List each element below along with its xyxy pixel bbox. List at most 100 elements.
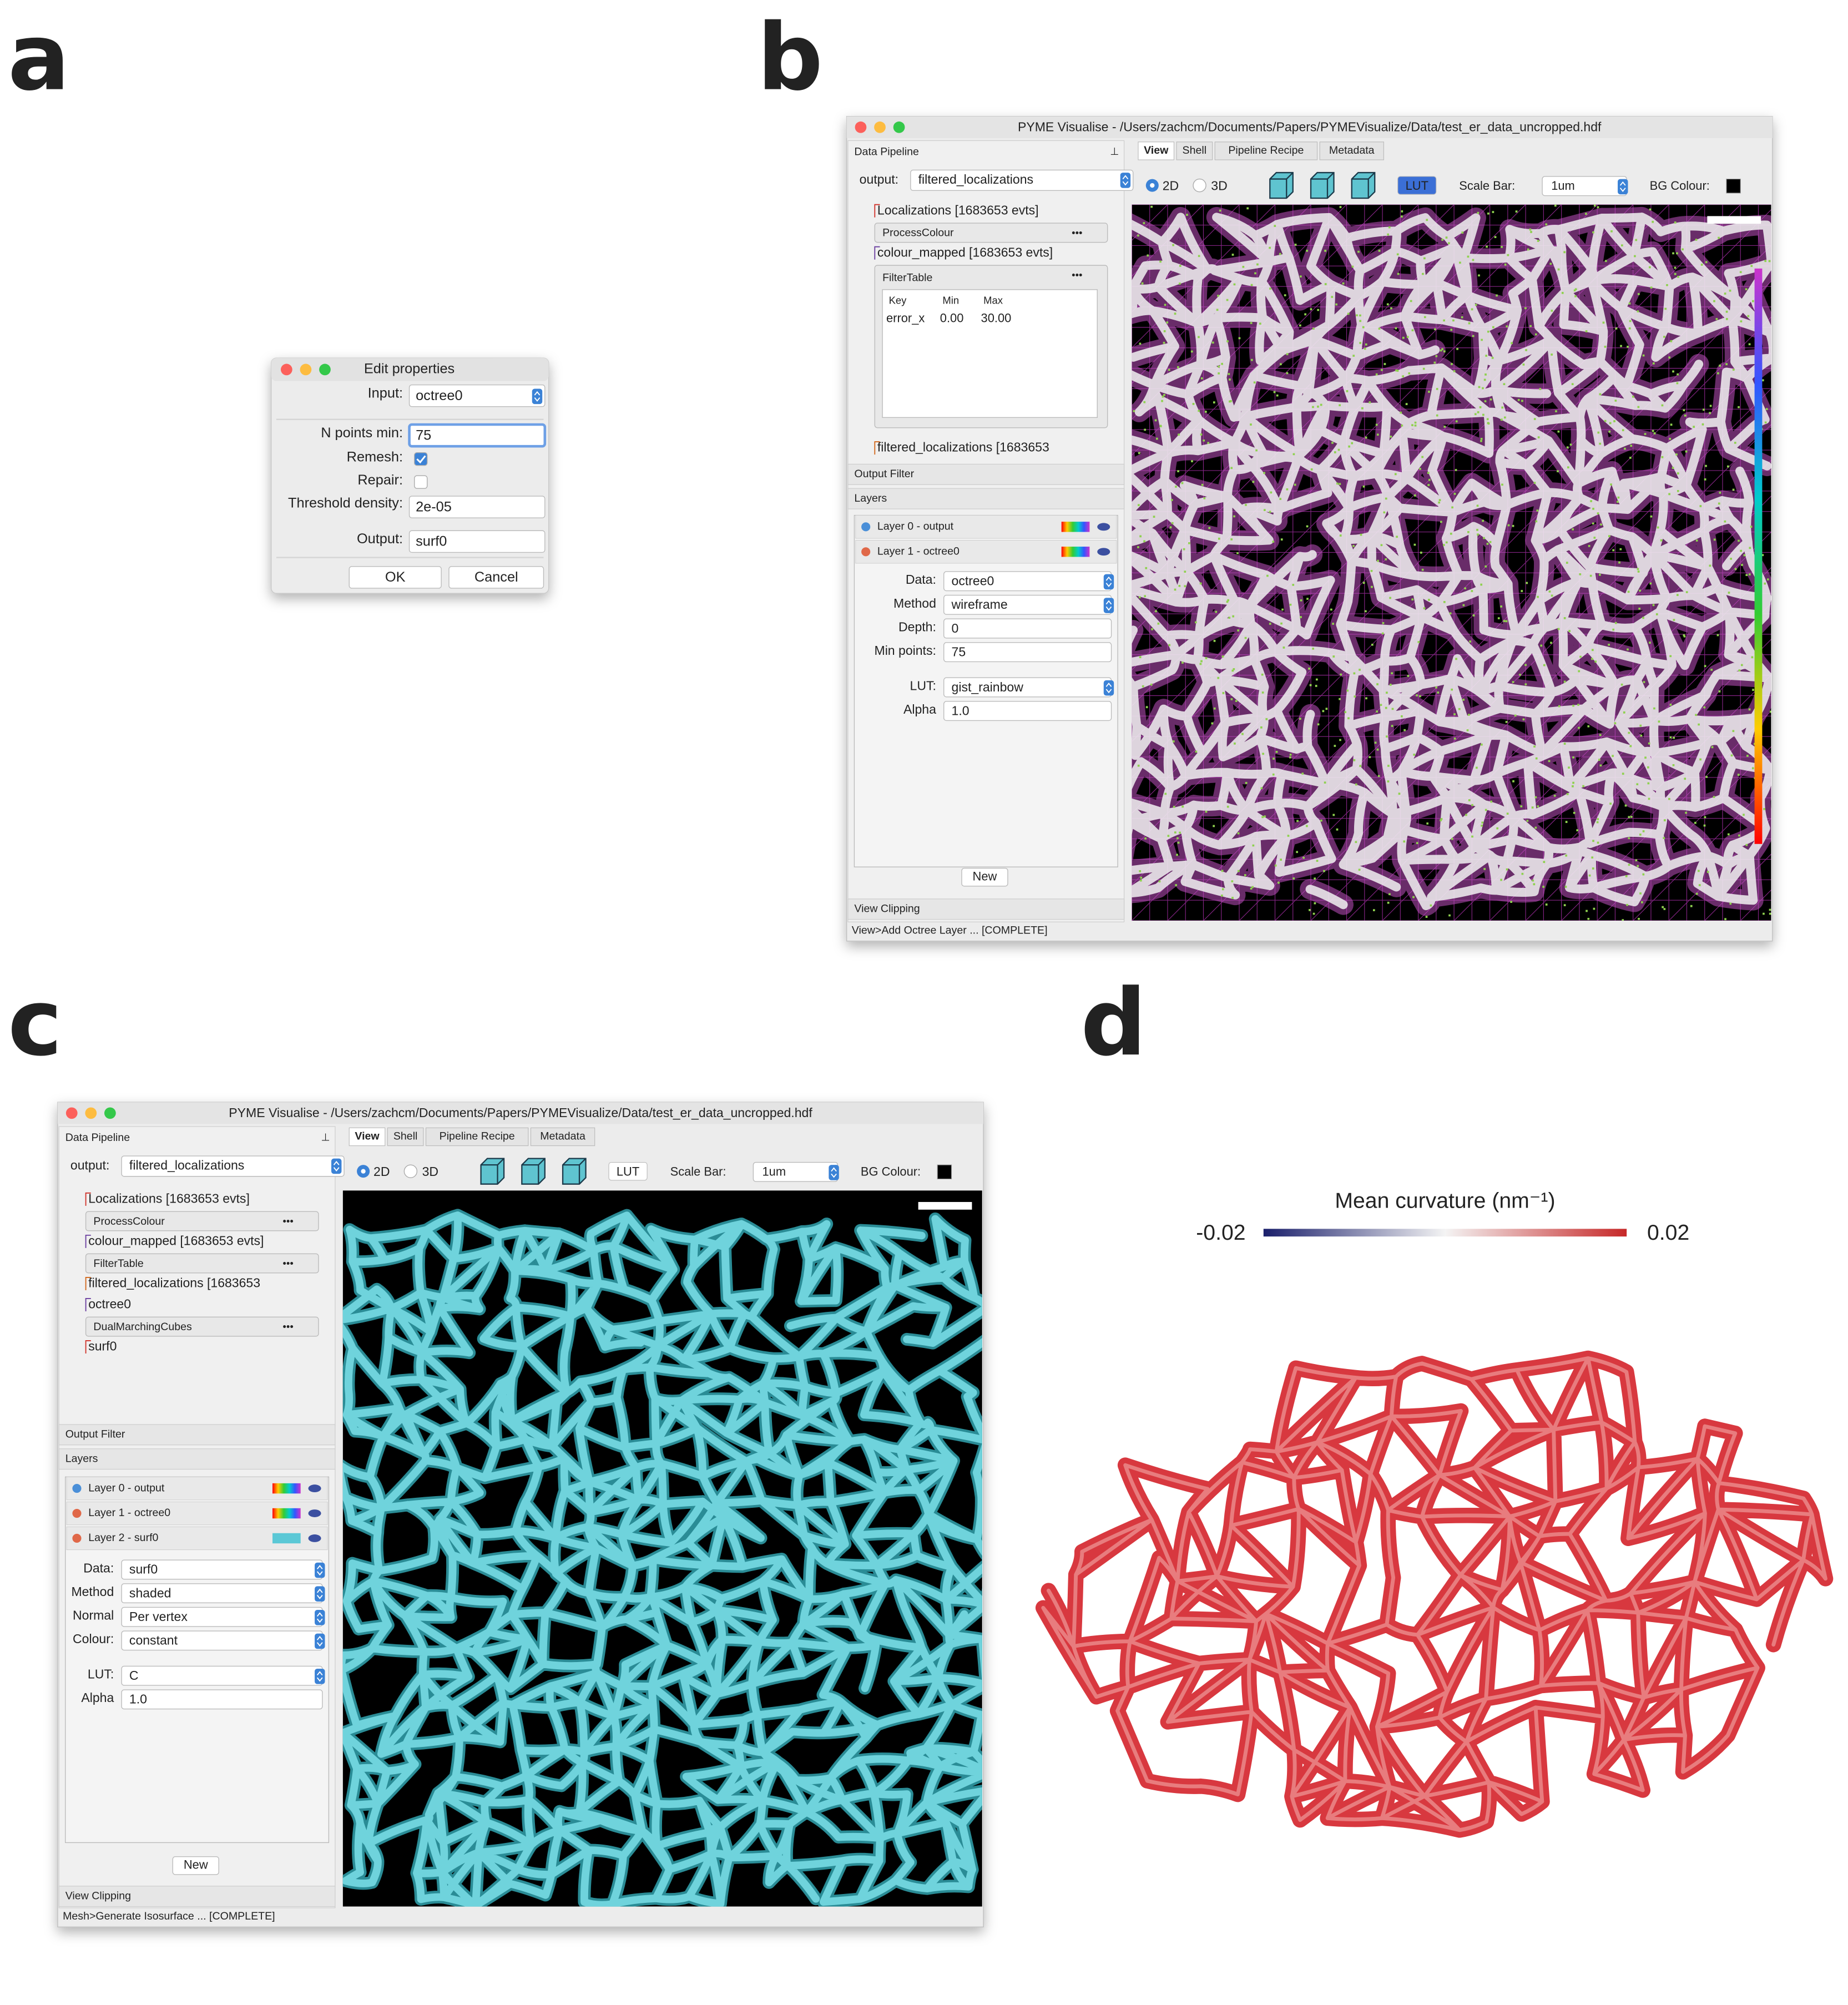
bg-colour-label: BG Colour: bbox=[1650, 179, 1710, 193]
section-header[interactable] bbox=[58, 1424, 336, 1446]
view-cube-button[interactable] bbox=[521, 1158, 546, 1185]
bg-colour-swatch[interactable] bbox=[1726, 179, 1741, 194]
window-button[interactable] bbox=[855, 121, 867, 133]
lut-button[interactable] bbox=[1397, 176, 1437, 195]
text-input[interactable] bbox=[408, 530, 546, 553]
property-label: Normal bbox=[73, 1608, 114, 1623]
select-box[interactable] bbox=[408, 384, 546, 407]
pipeline-bracket bbox=[85, 1276, 91, 1290]
pipeline-bracket bbox=[874, 246, 880, 260]
window-button[interactable] bbox=[85, 1107, 97, 1119]
module-box[interactable] bbox=[85, 1211, 319, 1231]
text-input[interactable] bbox=[943, 618, 1112, 639]
scale-bar bbox=[1707, 216, 1761, 224]
section-header[interactable] bbox=[847, 463, 1125, 485]
section-header[interactable] bbox=[847, 898, 1125, 920]
property-label: Data: bbox=[83, 1560, 114, 1575]
module-box[interactable] bbox=[874, 223, 1108, 243]
select-box[interactable] bbox=[121, 1155, 345, 1177]
window-title: PYME Visualise - /Users/zachcm/Documents… bbox=[1018, 120, 1602, 134]
window-button[interactable] bbox=[300, 363, 312, 376]
text-input[interactable] bbox=[943, 642, 1112, 663]
new-button[interactable] bbox=[172, 1856, 219, 1875]
scale-bar-value: 1um bbox=[1551, 179, 1575, 193]
radio-button[interactable] bbox=[1193, 178, 1206, 193]
section-title: Output Filter bbox=[65, 1428, 125, 1440]
pipeline-bracket bbox=[85, 1234, 91, 1248]
tab[interactable] bbox=[1138, 142, 1175, 160]
window-title: PYME Visualise - /Users/zachcm/Documents… bbox=[229, 1105, 812, 1120]
scale-bar-label: Scale Bar: bbox=[670, 1165, 726, 1179]
section-title: View Clipping bbox=[854, 902, 920, 915]
lut-button[interactable] bbox=[608, 1161, 648, 1181]
visibility-toggle[interactable] bbox=[1097, 548, 1110, 556]
tab[interactable] bbox=[1319, 142, 1384, 160]
section-header[interactable] bbox=[58, 1448, 336, 1470]
localization-dots bbox=[1133, 204, 1771, 921]
lut-label: LUT bbox=[617, 1165, 639, 1179]
visibility-toggle[interactable] bbox=[1097, 523, 1110, 531]
tab[interactable] bbox=[387, 1127, 424, 1147]
panel-header: Data Pipeline bbox=[854, 145, 919, 158]
pipeline-bracket bbox=[874, 204, 880, 218]
dialog-button[interactable] bbox=[349, 566, 442, 589]
window-button[interactable] bbox=[319, 363, 331, 376]
tab-label: Shell bbox=[1183, 144, 1207, 156]
tab[interactable] bbox=[1176, 142, 1213, 160]
table-header: Key bbox=[889, 295, 907, 306]
layer-swatch bbox=[272, 1533, 301, 1544]
visibility-toggle[interactable] bbox=[308, 1534, 321, 1542]
select-box[interactable] bbox=[910, 169, 1134, 191]
module-dots: ••• bbox=[282, 1321, 293, 1332]
property-value: shaded bbox=[129, 1585, 171, 1600]
checkbox[interactable] bbox=[414, 452, 428, 466]
property-label: Method bbox=[893, 596, 936, 610]
tab[interactable] bbox=[425, 1127, 529, 1147]
select-box[interactable] bbox=[121, 1665, 323, 1686]
tab[interactable] bbox=[349, 1127, 386, 1147]
checkbox[interactable] bbox=[414, 475, 428, 489]
section-header[interactable] bbox=[847, 488, 1125, 509]
property-label: Alpha bbox=[903, 702, 936, 716]
window-button[interactable] bbox=[104, 1107, 116, 1119]
scale-bar-label: Scale Bar: bbox=[1459, 179, 1515, 193]
colorbar bbox=[1263, 1229, 1627, 1237]
layer-name: Layer 1 - octree0 bbox=[88, 1507, 170, 1519]
window-button[interactable] bbox=[65, 1107, 78, 1119]
window-button[interactable] bbox=[874, 121, 886, 133]
pipeline-bracket bbox=[874, 441, 880, 455]
module-box[interactable] bbox=[85, 1253, 319, 1274]
text-input[interactable] bbox=[121, 1689, 323, 1710]
radio-button[interactable] bbox=[403, 1164, 418, 1178]
property-label: Method bbox=[71, 1584, 114, 1599]
view-cube-button[interactable] bbox=[480, 1158, 505, 1185]
view-cube-button[interactable] bbox=[1269, 171, 1294, 199]
module-box[interactable] bbox=[85, 1316, 319, 1337]
visibility-toggle[interactable] bbox=[308, 1509, 321, 1517]
button-label: New bbox=[184, 1858, 208, 1872]
pin-icon: ⊥ bbox=[1110, 145, 1119, 157]
tab[interactable] bbox=[1214, 142, 1318, 160]
bg-colour-swatch[interactable] bbox=[937, 1164, 952, 1180]
network-branch bbox=[1132, 213, 1771, 911]
layer-icon bbox=[72, 1508, 82, 1518]
layer-swatch bbox=[272, 1508, 301, 1519]
new-button[interactable] bbox=[961, 867, 1008, 887]
text-input[interactable] bbox=[408, 496, 546, 518]
text-input[interactable] bbox=[943, 701, 1112, 721]
module-name: FilterTable bbox=[93, 1257, 143, 1270]
select-arrow bbox=[315, 1562, 325, 1578]
visibility-toggle[interactable] bbox=[308, 1484, 321, 1493]
text-input[interactable] bbox=[408, 423, 547, 448]
view-cube-button[interactable] bbox=[1351, 171, 1376, 199]
section-header[interactable] bbox=[58, 1886, 336, 1907]
window-button[interactable] bbox=[893, 121, 905, 133]
panel-label: d bbox=[1080, 969, 1147, 1077]
view-cube-button[interactable] bbox=[562, 1158, 587, 1185]
view-cube-button[interactable] bbox=[1310, 171, 1335, 199]
dialog-button[interactable] bbox=[448, 566, 544, 589]
output-label: output: bbox=[70, 1158, 109, 1173]
window-button[interactable] bbox=[280, 363, 292, 376]
select-arrow bbox=[315, 1609, 325, 1625]
tab[interactable] bbox=[530, 1127, 595, 1147]
